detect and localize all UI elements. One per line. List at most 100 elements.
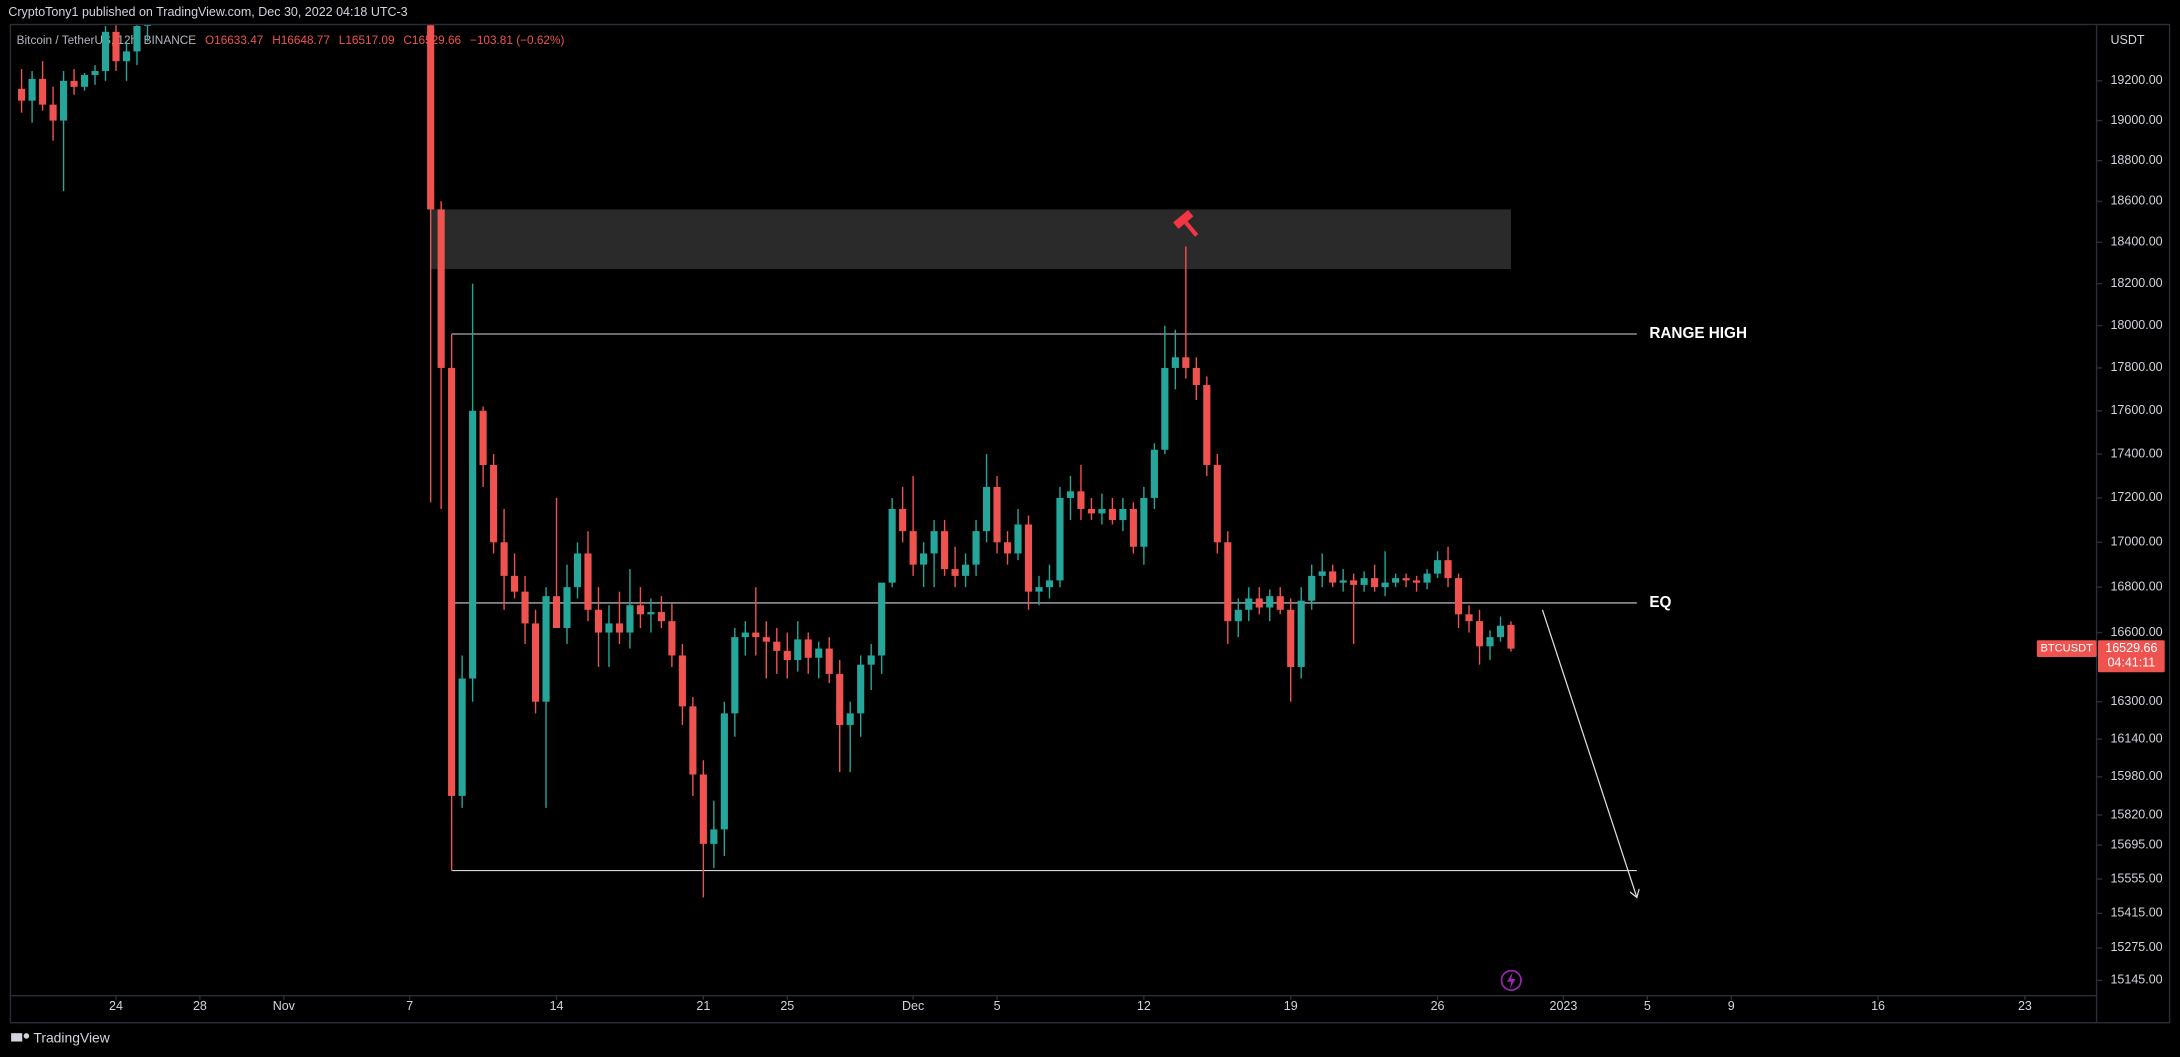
candle-body (521, 591, 529, 624)
candle-body (773, 641, 781, 651)
y-tick-label: 18000.00 (2110, 318, 2162, 332)
last-price-tag (2097, 640, 2165, 673)
footer (0, 1024, 2180, 1057)
candle-body (70, 80, 78, 87)
candle-body (710, 829, 718, 844)
x-tick-label: Nov (273, 999, 296, 1013)
candle-body (1192, 367, 1200, 386)
brand[interactable]: TradingView (33, 1029, 110, 1045)
candle-body (143, 25, 152, 26)
candle-body (783, 650, 791, 661)
candle-body (1392, 578, 1400, 583)
candle-body (1496, 625, 1505, 638)
y-tick-label: 15415.00 (2110, 906, 2162, 920)
y-tick-label: 15820.00 (2110, 807, 2162, 821)
x-tick-label: 7 (406, 999, 413, 1013)
x-tick-label: 5 (994, 999, 1001, 1013)
candle-body (1213, 465, 1221, 543)
high: H16648.77 (272, 33, 330, 47)
candle-body (962, 564, 970, 576)
candle-body (741, 632, 749, 638)
candle-body (479, 410, 487, 466)
candle-body (1150, 449, 1158, 498)
candle-body (80, 74, 89, 87)
low: L16517.09 (339, 33, 395, 47)
candle-body (846, 713, 854, 726)
candle-body (1287, 609, 1295, 667)
y-tick-label: 18200.00 (2110, 276, 2162, 290)
candle-body (1486, 637, 1494, 647)
candle-body (930, 531, 938, 554)
open: O16633.47 (205, 33, 263, 47)
candle-body (1475, 621, 1484, 647)
y-tick-label: 17800.00 (2110, 360, 2162, 374)
candle-body (993, 486, 1001, 543)
y-tick-label: 17600.00 (2110, 403, 2162, 417)
x-tick-label: 25 (780, 999, 794, 1013)
projection-arrow (1541, 609, 1636, 898)
candle-body (101, 31, 110, 72)
countdown-label: 04:41:11 (2107, 656, 2155, 670)
x-tick-label: 26 (1431, 999, 1445, 1013)
y-tick-label: 15145.00 (2110, 973, 2162, 987)
candle-body (668, 621, 676, 656)
candle-body (1339, 580, 1347, 583)
candle-body (49, 104, 57, 121)
candle-body (490, 465, 498, 543)
plot-area (18, 25, 1637, 898)
y-tick-label: 16800.00 (2110, 579, 2162, 593)
candle-body (552, 596, 561, 628)
candle-body (1329, 571, 1337, 583)
currency: USDT (2110, 33, 2144, 47)
published-note: CryptoTony1 published on TradingView.com… (8, 5, 407, 19)
candle-body (678, 655, 686, 707)
candle-body (1297, 600, 1305, 667)
candle-body (878, 582, 886, 656)
candle-body (815, 648, 823, 658)
candle-body (982, 486, 991, 532)
candle-body (1444, 560, 1452, 579)
candle-body (972, 531, 980, 565)
candle-body (1108, 508, 1116, 521)
candle-body (1045, 580, 1054, 588)
x-tick-label: 23 (2018, 999, 2032, 1013)
lightning-icon (1500, 969, 1522, 991)
y-tick-label: 18400.00 (2110, 235, 2162, 249)
candle-body (657, 612, 665, 622)
y-tick-label: 15695.00 (2110, 837, 2162, 851)
candle-body (91, 71, 99, 75)
candle-body (699, 774, 707, 844)
candle-body (909, 531, 917, 565)
candle-body (689, 706, 697, 775)
candle-body (1413, 580, 1421, 583)
x-tick-label: 19 (1284, 999, 1298, 1013)
candle-body (563, 587, 571, 628)
candle-body (122, 51, 131, 62)
candle-body (1129, 508, 1137, 547)
candle-body (112, 31, 120, 62)
candle-body (1003, 542, 1012, 554)
x-tick-label: 21 (696, 999, 710, 1013)
candle-body (720, 713, 728, 830)
y-tick-label: 19200.00 (2110, 73, 2162, 87)
candle-body (458, 678, 466, 796)
y-tick-label: 16300.00 (2110, 694, 2162, 708)
y-tick-label: 17400.00 (2110, 446, 2162, 460)
candle-body (804, 639, 812, 658)
symbol-legend: Bitcoin / TetherUS, 12h, BINANCE O16633.… (17, 33, 565, 47)
ticker-tag (2036, 640, 2097, 657)
candle-body (437, 209, 445, 368)
candle-body (1203, 385, 1211, 466)
frame (9, 23, 2171, 1024)
candle-body (1056, 497, 1064, 581)
candle-body (1360, 578, 1368, 585)
candle-body (39, 78, 47, 105)
candle-body (1454, 578, 1463, 615)
candle-body (573, 553, 582, 588)
candle-body (1066, 491, 1075, 498)
x-tick-label: 2023 (1550, 999, 1578, 1013)
candle-body (469, 410, 477, 679)
candle-body (1140, 497, 1148, 547)
x-tick-label: 5 (1644, 999, 1651, 1013)
